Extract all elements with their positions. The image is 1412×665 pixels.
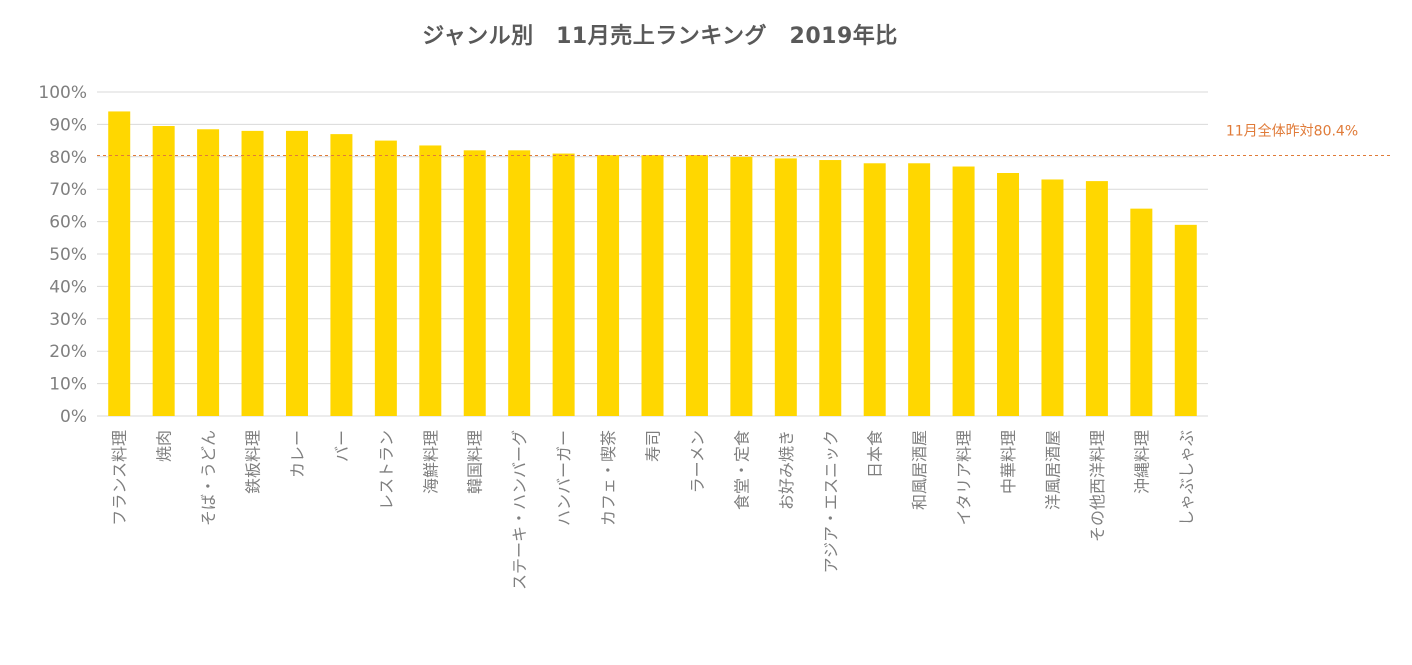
y-tick-label: 20% <box>49 342 87 362</box>
bar <box>774 158 797 417</box>
x-category-label: そば・うどん <box>199 430 218 526</box>
bar <box>552 153 575 416</box>
x-category-label: お好み焼き <box>777 430 796 510</box>
x-category-label: その他西洋料理 <box>1088 430 1107 542</box>
x-category-label: 焼肉 <box>155 430 174 462</box>
x-category-label: ハンバーガー <box>555 430 574 526</box>
bar <box>197 129 220 416</box>
bar <box>419 145 442 416</box>
bar <box>1174 224 1197 416</box>
bar <box>285 130 308 416</box>
bar <box>330 134 353 416</box>
x-category-label: カフェ・喫茶 <box>599 430 618 526</box>
y-axis: 0% 10% 20% 30% 40% 50% 60% 70% 80% 90% 100% <box>38 83 87 427</box>
y-tick-label: 10% <box>49 375 87 395</box>
x-category-label: しゃぶしゃぶ <box>1177 430 1196 526</box>
x-category-label: カレー <box>288 430 307 478</box>
y-tick-label: 70% <box>49 180 87 200</box>
y-tick-label: 50% <box>49 245 87 265</box>
y-tick-label: 60% <box>49 213 87 233</box>
x-category-label: 鉄板料理 <box>244 430 263 494</box>
x-category-label: 日本食 <box>866 430 885 478</box>
x-category-label: レストラン <box>377 430 396 510</box>
bar <box>1041 179 1064 416</box>
bar <box>863 163 886 416</box>
bar <box>819 160 842 416</box>
bar-layer <box>108 111 1197 417</box>
bar <box>685 155 708 416</box>
bar <box>152 126 175 417</box>
bar <box>908 163 931 416</box>
bar <box>997 173 1020 416</box>
x-category-label: 海鮮料理 <box>421 430 440 494</box>
x-category-label: 和風居酒屋 <box>910 430 929 510</box>
bar <box>463 150 486 416</box>
x-category-label: バー <box>332 430 351 462</box>
x-category-label: 沖縄料理 <box>1132 430 1151 494</box>
y-tick-label: 30% <box>49 310 87 330</box>
x-category-label: フランス料理 <box>110 430 129 526</box>
x-axis: フランス料理 焼肉 そば・うどん 鉄板料理 カレー バー レストラン 海鮮料理 韓国料理 ステーキ… <box>110 430 1196 590</box>
y-tick-label: 80% <box>49 148 87 168</box>
reference-layer: 11月全体昨対80.4% <box>97 123 1390 157</box>
y-tick-label: 0% <box>60 407 87 427</box>
bar <box>1085 181 1108 416</box>
bar <box>1130 208 1153 416</box>
x-category-label: ステーキ・ハンバーグ <box>510 430 529 590</box>
bar <box>241 130 264 416</box>
x-category-label: 洋風居酒屋 <box>1043 430 1062 510</box>
y-tick-label: 100% <box>38 83 87 103</box>
reference-line-label: 11月全体昨対80.4% <box>1226 123 1358 140</box>
x-category-label: アジア・エスニック <box>821 430 840 573</box>
x-category-label: 寿司 <box>644 430 663 462</box>
y-tick-label: 40% <box>49 277 87 297</box>
bar <box>730 156 753 417</box>
x-category-label: イタリア料理 <box>955 430 974 525</box>
bar <box>508 150 531 416</box>
x-category-label: 韓国料理 <box>466 430 485 494</box>
bar <box>952 166 975 416</box>
chart-title: ジャンル別 11月売上ランキング 2019年比 <box>422 24 898 49</box>
y-tick-label: 90% <box>49 115 87 135</box>
bar <box>641 155 664 416</box>
bar <box>597 155 620 416</box>
bar <box>374 140 397 416</box>
x-category-label: 中華料理 <box>999 430 1018 494</box>
x-category-label: 食堂・定食 <box>732 430 751 510</box>
bar <box>108 111 131 416</box>
x-category-label: ラーメン <box>688 430 707 493</box>
